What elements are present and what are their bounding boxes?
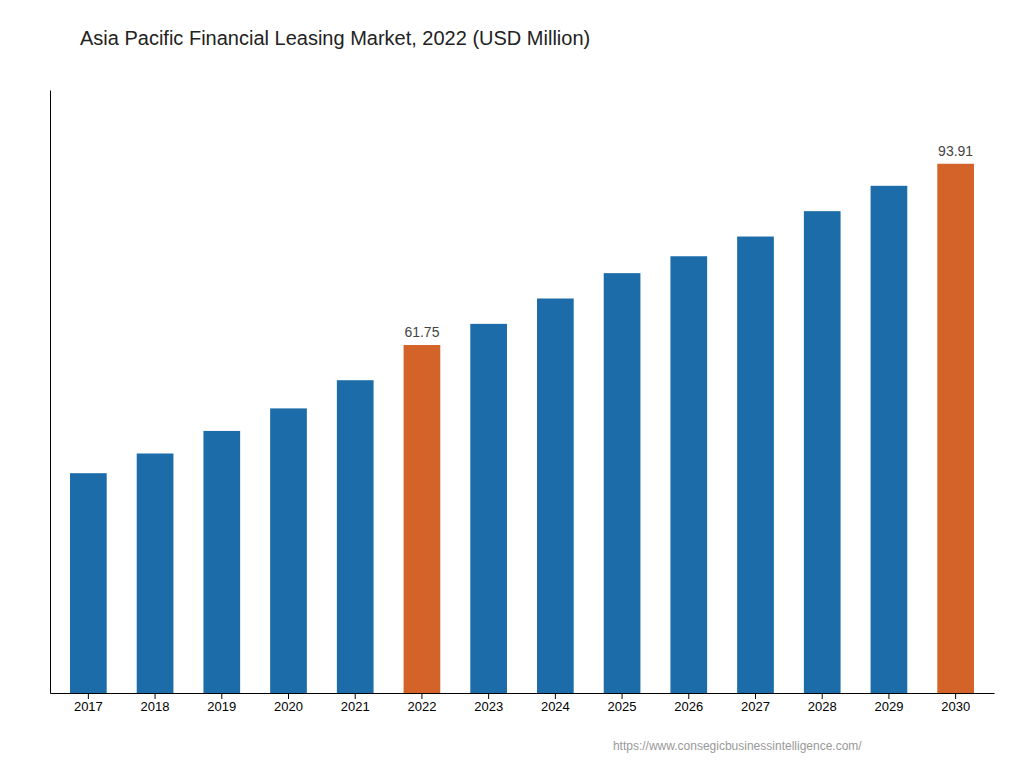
x-tick: 2030: [941, 693, 970, 714]
x-tick-label: 2020: [274, 699, 303, 714]
x-tick: 2028: [808, 693, 837, 714]
x-tick-mark: [822, 693, 823, 699]
x-tick-label: 2023: [474, 699, 503, 714]
bar: [70, 473, 107, 693]
x-tick-mark: [355, 693, 356, 699]
x-tick-mark: [421, 693, 422, 699]
x-tick-label: 2017: [74, 699, 103, 714]
bar: [670, 256, 707, 693]
bar: [470, 324, 507, 693]
x-tick-label: 2026: [674, 699, 703, 714]
x-tick-label: 2019: [207, 699, 236, 714]
x-tick-mark: [622, 693, 623, 699]
x-tick-label: 2027: [741, 699, 770, 714]
bar: [604, 273, 641, 693]
bars: [70, 164, 974, 693]
x-tick-label: 2028: [808, 699, 837, 714]
x-tick-label: 2018: [141, 699, 170, 714]
x-tick-mark: [555, 693, 556, 699]
x-tick: 2019: [207, 693, 236, 714]
x-tick: 2025: [608, 693, 637, 714]
bar: [537, 299, 574, 693]
x-tick: 2021: [341, 693, 370, 714]
footnote: https://www.consegicbusinessintelligence…: [613, 739, 862, 753]
x-tick-label: 2029: [874, 699, 903, 714]
x-tick: 2018: [141, 693, 170, 714]
x-tick-mark: [155, 693, 156, 699]
x-axis-line: [51, 693, 995, 694]
bar: [270, 408, 307, 693]
chart: 2017 2018 2019 2020 2021 2022 2023 2024 2025 2026…: [0, 0, 1024, 768]
x-tick-mark: [288, 693, 289, 699]
data-label: 61.75: [404, 324, 439, 340]
x-tick: 2026: [674, 693, 703, 714]
x-tick-mark: [755, 693, 756, 699]
x-tick: 2023: [474, 693, 503, 714]
x-tick-mark: [88, 693, 89, 699]
bar: [203, 431, 240, 693]
x-tick-label: 2025: [608, 699, 637, 714]
x-tick: 2027: [741, 693, 770, 714]
x-tick-mark: [221, 693, 222, 699]
y-axis: [50, 91, 51, 694]
bar: [404, 345, 441, 693]
x-tick-mark: [688, 693, 689, 699]
data-label: 93.91: [938, 143, 973, 159]
bar: [137, 453, 174, 693]
bar: [337, 380, 374, 693]
data-labels: 61.75 93.91: [404, 143, 973, 340]
x-tick: 2022: [407, 693, 436, 714]
x-tick-label: 2021: [341, 699, 370, 714]
x-tick: 2029: [874, 693, 903, 714]
x-tick-label: 2022: [407, 699, 436, 714]
bar: [937, 164, 974, 693]
y-axis-line: [50, 91, 51, 694]
bar: [804, 211, 841, 693]
x-tick: 2024: [541, 693, 570, 714]
x-tick-mark: [955, 693, 956, 699]
plot: 2017 2018 2019 2020 2021 2022 2023 2024 2025 2026…: [51, 91, 995, 715]
x-tick-label: 2024: [541, 699, 570, 714]
x-tick-label: 2030: [941, 699, 970, 714]
x-tick: 2017: [74, 693, 103, 714]
x-tick: 2020: [274, 693, 303, 714]
title: Asia Pacific Financial Leasing Market, 2…: [80, 27, 590, 49]
bar: [871, 186, 908, 693]
x-tick-mark: [888, 693, 889, 699]
x-axis: 2017 2018 2019 2020 2021 2022 2023 2024 2025 2026…: [51, 693, 995, 714]
bar: [737, 237, 774, 693]
x-tick-mark: [488, 693, 489, 699]
